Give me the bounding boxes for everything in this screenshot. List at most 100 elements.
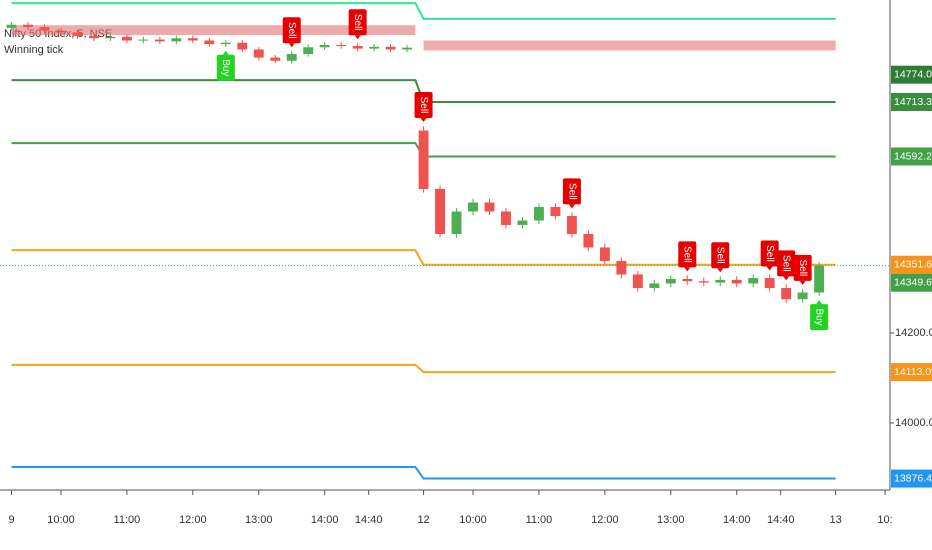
- signal-box: [216, 54, 235, 81]
- signal-label: Sell: [797, 260, 808, 277]
- x-tick-label: 13:00: [657, 514, 685, 526]
- candle-body: [682, 278, 693, 282]
- signal-box: [414, 91, 433, 118]
- price-label-box: [891, 255, 932, 274]
- candle-body: [501, 211, 511, 225]
- signal-pointer: [799, 280, 806, 285]
- x-tick-label: 12:00: [179, 514, 207, 526]
- price-label: 14713.30: [894, 96, 932, 108]
- candle-body: [105, 36, 116, 39]
- x-tick-label: 11:00: [526, 514, 553, 526]
- x-tick-label: 11:00: [114, 514, 141, 526]
- candle-body: [517, 220, 528, 225]
- candle-body: [154, 39, 165, 42]
- signal-pointer: [354, 35, 361, 40]
- candle-body: [534, 206, 544, 221]
- x-tick-label: 12:00: [591, 514, 619, 526]
- candle-body: [566, 215, 577, 234]
- candle-body: [336, 44, 347, 46]
- signal-label: Sell: [764, 245, 775, 262]
- candle-body: [599, 247, 610, 261]
- signal-pointer: [420, 117, 427, 122]
- price-label-box: [891, 273, 932, 292]
- candle-body: [402, 47, 413, 50]
- candle-body: [303, 47, 314, 54]
- price-label-box: [891, 147, 932, 166]
- candle-body: [468, 202, 478, 212]
- candle-body: [171, 38, 182, 42]
- level-line: [11, 79, 836, 104]
- signal-box: [282, 17, 301, 44]
- candle-body: [764, 278, 775, 288]
- level-line: [11, 249, 836, 266]
- signal-box: [777, 250, 796, 277]
- candle-body: [649, 283, 660, 288]
- candle-body: [204, 40, 215, 45]
- x-tick-label: 9: [8, 514, 14, 526]
- candle-body: [731, 279, 742, 284]
- candle-body: [270, 57, 281, 61]
- signal-box: [760, 240, 779, 267]
- candle-body: [286, 53, 297, 61]
- price-label: 14349.60: [894, 277, 932, 289]
- signal-label: Sell: [418, 97, 429, 114]
- candle-body: [435, 188, 445, 234]
- signal-pointer: [568, 204, 575, 209]
- candle-body: [89, 35, 99, 39]
- signal-box: [348, 9, 367, 36]
- candle-body: [6, 24, 17, 28]
- candle-body: [23, 24, 33, 27]
- signal-pointer: [816, 300, 823, 305]
- candle-body: [187, 38, 198, 41]
- signal-label: Sell: [781, 255, 792, 272]
- candle-body: [253, 49, 264, 58]
- x-tick-label: 13:00: [245, 514, 273, 526]
- candle-body: [369, 46, 380, 49]
- candle-body: [121, 36, 132, 41]
- signal-pointer: [222, 50, 229, 55]
- candle-body: [781, 287, 792, 300]
- y-tick-label: 14000.00: [895, 417, 932, 429]
- signal-pointer: [684, 267, 691, 272]
- candle-body: [418, 130, 429, 189]
- signal-box: [562, 178, 581, 205]
- signal-label: Sell: [715, 247, 726, 264]
- signal-pointer: [783, 276, 790, 281]
- signal-box: [711, 242, 730, 269]
- candle-body: [550, 206, 561, 216]
- candle-body: [220, 42, 231, 45]
- x-tick-label: 12: [417, 514, 429, 526]
- candle-body: [698, 281, 709, 283]
- signal-label: Sell: [566, 183, 577, 200]
- level-line: [11, 466, 836, 480]
- x-tick-label: 13: [829, 514, 841, 526]
- candle-body: [814, 265, 825, 293]
- price-label: 14592.25: [894, 150, 932, 162]
- x-tick-label: 14:40: [355, 514, 383, 526]
- candle-body: [39, 26, 50, 31]
- x-tick-label: 10:: [877, 514, 892, 526]
- x-tick-label: 10:00: [459, 514, 487, 526]
- price-label: 14113.05: [894, 366, 932, 378]
- signal-box: [793, 254, 812, 281]
- y-tick-label: 14200.00: [895, 327, 932, 339]
- candle-body: [583, 233, 594, 248]
- candle-body: [748, 278, 759, 284]
- signal-pointer: [288, 43, 295, 48]
- candle-body: [797, 292, 808, 300]
- x-tick-label: 14:00: [723, 514, 751, 526]
- zone: [423, 40, 836, 51]
- zone: [11, 25, 416, 36]
- candle-body: [616, 260, 627, 275]
- signal-box: [678, 241, 697, 268]
- price-label-box: [891, 469, 932, 488]
- price-label-box: [891, 65, 932, 84]
- signal-label: Sell: [682, 246, 693, 263]
- price-label-box: [891, 93, 932, 112]
- price-label: 14351.65: [894, 259, 932, 271]
- level-line: [11, 2, 836, 20]
- signal-box: [810, 304, 829, 331]
- indicator-name: Winning tick: [4, 44, 64, 56]
- candle-body: [138, 39, 149, 41]
